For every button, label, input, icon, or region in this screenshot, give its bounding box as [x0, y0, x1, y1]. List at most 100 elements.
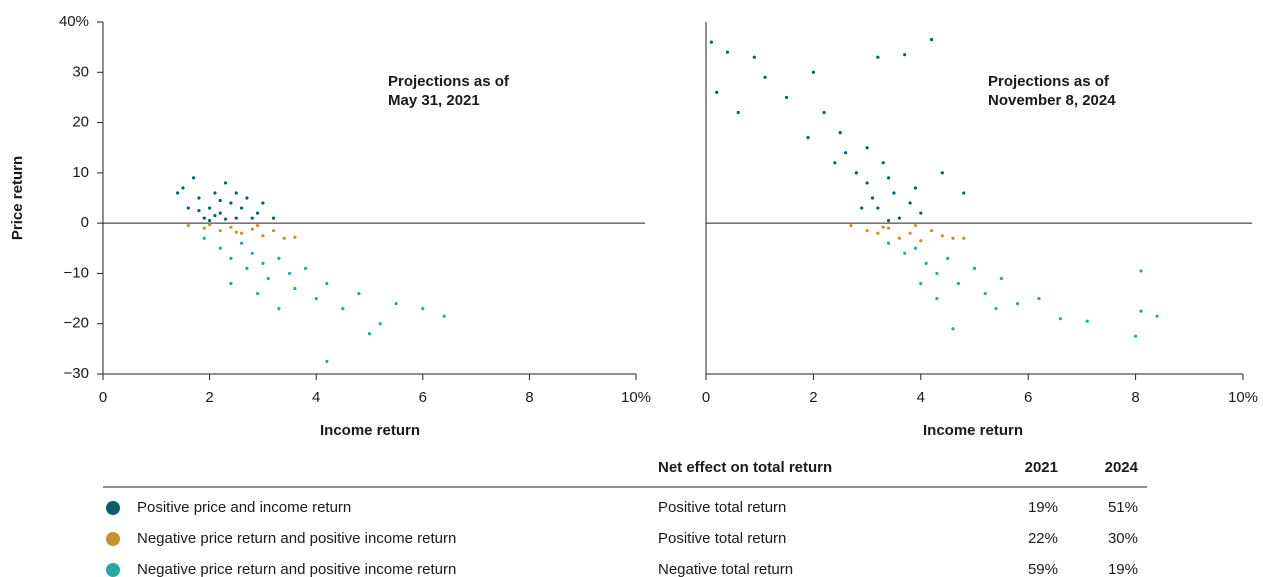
point [239, 206, 244, 210]
x-tick-label: 10% [621, 389, 651, 406]
point [255, 211, 260, 215]
point [940, 171, 944, 175]
x-tick-label: 6 [1024, 389, 1032, 406]
point [245, 196, 249, 200]
point [186, 206, 190, 210]
point [935, 296, 939, 301]
point [929, 229, 934, 233]
x-tick-label: 8 [1131, 389, 1139, 406]
point [919, 239, 923, 243]
point [849, 224, 853, 228]
point [202, 216, 206, 220]
point [860, 206, 864, 210]
annotation: Projections as of [988, 73, 1110, 90]
legend-swatch [106, 563, 120, 577]
point [908, 231, 912, 235]
point [725, 50, 730, 54]
x-tick-label: 2 [205, 389, 213, 406]
point [983, 291, 987, 296]
legend-label: Positive price and income return [137, 499, 351, 516]
point [202, 236, 206, 240]
point [218, 198, 222, 203]
point [293, 235, 297, 239]
y-tick-label: 0 [81, 214, 89, 231]
table-cell: 19% [1028, 499, 1058, 516]
point [239, 231, 244, 235]
point [951, 236, 955, 240]
point [197, 196, 201, 200]
point [341, 307, 345, 311]
point [218, 246, 222, 250]
point [378, 322, 382, 326]
point [994, 307, 998, 311]
annotation: Projections as of [388, 73, 510, 90]
point [421, 307, 425, 311]
point [865, 229, 869, 233]
point [213, 191, 217, 195]
point [886, 226, 891, 230]
point [394, 302, 398, 306]
point [972, 266, 977, 270]
point [266, 276, 270, 281]
point [1037, 296, 1041, 301]
x-tick-label: 0 [99, 389, 107, 406]
x-tick-label: 6 [419, 389, 427, 406]
point [897, 236, 901, 240]
table-cell: Positive total return [658, 499, 786, 516]
point [709, 40, 713, 44]
point [999, 276, 1003, 281]
y-tick-label: 30 [72, 63, 89, 80]
point [763, 75, 767, 79]
y-tick-label: −20 [64, 315, 89, 332]
point [962, 236, 966, 240]
point [908, 201, 912, 205]
point [962, 191, 966, 195]
point [229, 201, 233, 205]
point [303, 266, 308, 270]
point [1139, 269, 1143, 273]
point [261, 201, 265, 205]
point [367, 332, 372, 336]
x-tick-label: 0 [702, 389, 710, 406]
point [865, 146, 869, 150]
point [892, 191, 896, 195]
point [940, 234, 944, 238]
x-tick-label: 4 [917, 389, 925, 406]
point [1085, 319, 1089, 323]
x-axis-label: Income return [923, 422, 1023, 439]
point [886, 176, 891, 180]
point [197, 208, 201, 213]
point [239, 241, 244, 245]
y-tick-label: −30 [64, 365, 89, 382]
point [282, 236, 286, 240]
point [903, 251, 907, 255]
x-tick-label: 8 [525, 389, 533, 406]
y-tick-label: 10 [72, 164, 89, 181]
point [234, 216, 238, 220]
point [956, 281, 960, 286]
point [924, 261, 928, 265]
point [186, 224, 190, 228]
point [229, 225, 233, 229]
point [951, 327, 955, 331]
point [277, 256, 281, 260]
point [881, 225, 885, 229]
point [213, 214, 217, 218]
point [913, 224, 918, 228]
point [229, 256, 233, 260]
point [218, 229, 222, 233]
point [218, 211, 222, 215]
point [854, 171, 858, 175]
point [234, 191, 238, 195]
point [806, 136, 810, 140]
x-tick-label: 4 [312, 389, 320, 406]
point [250, 216, 254, 220]
point [208, 206, 212, 210]
point [255, 224, 260, 228]
y-tick-label: −10 [64, 264, 89, 281]
point [886, 219, 891, 223]
table-cell: 22% [1028, 530, 1058, 547]
point [913, 186, 918, 190]
point [261, 261, 265, 265]
